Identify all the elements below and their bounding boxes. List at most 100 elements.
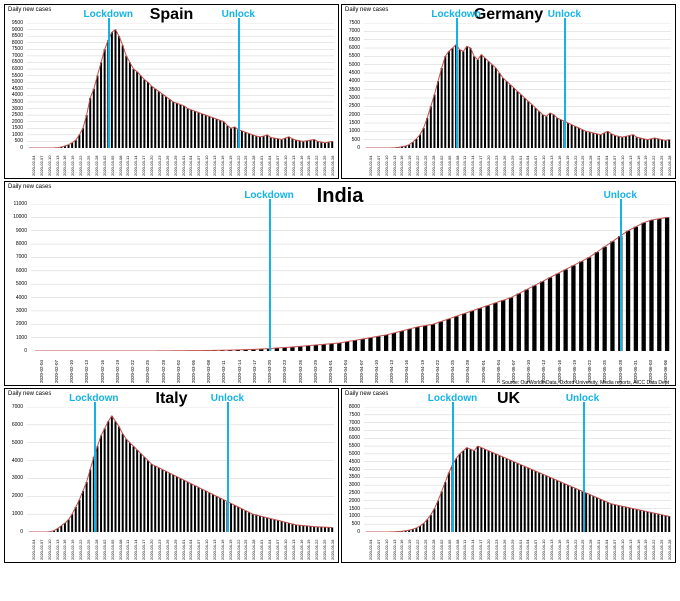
y-tick: 0	[20, 145, 23, 151]
bar	[147, 461, 149, 532]
bar	[219, 498, 221, 532]
x-tick: 2020-02-13	[392, 540, 397, 560]
chart-panel-uk: Daily new casesUK05001000150020002500300…	[341, 388, 676, 563]
bar	[89, 98, 91, 148]
bar	[560, 120, 562, 148]
bar	[478, 308, 482, 351]
x-tick: 2020-04-13	[549, 156, 554, 176]
bar	[634, 227, 638, 351]
bar	[118, 36, 120, 148]
bar	[284, 522, 286, 532]
y-tick: 1000	[349, 513, 360, 519]
bar	[654, 138, 656, 148]
bar	[628, 136, 630, 149]
bar	[657, 514, 659, 532]
y-tick: 7000	[12, 404, 23, 410]
x-tick: 2020-05-01	[596, 540, 601, 560]
bar	[302, 141, 304, 148]
bar	[542, 115, 544, 148]
bar	[501, 300, 505, 351]
bar	[614, 505, 616, 532]
x-tick: 2020-05-22	[314, 156, 319, 176]
x-tick: 2020-02-04	[368, 156, 373, 176]
y-tick: 7500	[12, 46, 23, 52]
bar	[614, 136, 616, 149]
y-tick: 7000	[349, 420, 360, 426]
x-tick: 2020-03-02	[176, 360, 181, 383]
source-text: Source: OurWorldInData, Oxford Universit…	[502, 380, 669, 386]
x-tick: 2020-05-13	[628, 540, 633, 560]
x-tick: 2020-03-20	[149, 156, 154, 176]
bar	[553, 479, 555, 532]
bar	[187, 482, 189, 532]
x-tick: 2020-05-13	[291, 156, 296, 176]
bar	[329, 344, 333, 351]
x-tick: 2020-04-10	[541, 540, 546, 560]
bar	[223, 500, 225, 532]
bar	[636, 137, 638, 148]
lockdown-line	[456, 18, 458, 148]
bar	[93, 89, 95, 148]
bar	[136, 72, 138, 148]
bar	[241, 131, 243, 148]
bar	[574, 488, 576, 532]
bar	[310, 140, 312, 148]
x-tick: 2020-03-08	[455, 156, 460, 176]
bar	[665, 217, 669, 351]
bar	[314, 345, 318, 351]
bar	[665, 516, 667, 532]
bar	[639, 510, 641, 532]
bar	[545, 476, 547, 532]
bar	[376, 336, 380, 351]
y-tick: 10000	[13, 214, 27, 220]
bar	[462, 51, 464, 148]
x-tick: 2020-03-26	[298, 360, 303, 383]
bar	[255, 515, 257, 532]
bar	[234, 505, 236, 532]
x-tick: 2020-04-04	[188, 156, 193, 176]
bar	[650, 512, 652, 532]
bar	[310, 526, 312, 532]
x-tick: 2020-02-19	[70, 540, 75, 560]
bar	[454, 316, 458, 351]
chart-title: Italy	[155, 390, 187, 408]
x-tick: 2020-05-22	[314, 540, 319, 560]
bar	[485, 306, 489, 351]
x-tick: 2020-05-01	[481, 360, 486, 383]
x-tick: 2020-05-07	[275, 156, 280, 176]
y-axis-ticks: 0500100015002000250030003500400045005000…	[342, 407, 362, 532]
bar	[509, 298, 513, 351]
bar	[263, 136, 265, 148]
chart-panel-india: Daily new casesIndia01000200030004000500…	[4, 181, 676, 386]
bar	[176, 477, 178, 532]
y-tick: 1500	[12, 125, 23, 131]
x-tick: 2020-05-16	[299, 540, 304, 560]
bar	[578, 490, 580, 532]
bar	[201, 489, 203, 532]
x-tick: 2020-04-07	[533, 156, 538, 176]
x-tick: 2020-05-01	[596, 156, 601, 176]
x-tick: 2020-05-01	[259, 540, 264, 560]
bar	[446, 319, 450, 351]
bar	[208, 116, 210, 148]
bar	[621, 506, 623, 532]
plot-area: LockdownUnlock	[27, 23, 334, 148]
bar	[628, 508, 630, 532]
bar	[169, 99, 171, 148]
bar	[299, 525, 301, 532]
bar	[270, 519, 272, 532]
x-tick: 2020-02-22	[78, 540, 83, 560]
y-tick: 5500	[349, 53, 360, 59]
bar	[603, 247, 607, 351]
x-tick: 2020-03-26	[502, 540, 507, 560]
y-tick: 2000	[12, 493, 23, 499]
x-tick: 2020-04-13	[212, 540, 217, 560]
x-tick: 2020-05-19	[643, 156, 648, 176]
bar	[165, 471, 167, 532]
bar	[470, 449, 472, 532]
bar	[524, 466, 526, 532]
x-tick: 2020-03-20	[486, 540, 491, 560]
x-tick: 2020-03-29	[173, 540, 178, 560]
x-tick: 2020-04-04	[525, 540, 530, 560]
bar	[122, 45, 124, 148]
